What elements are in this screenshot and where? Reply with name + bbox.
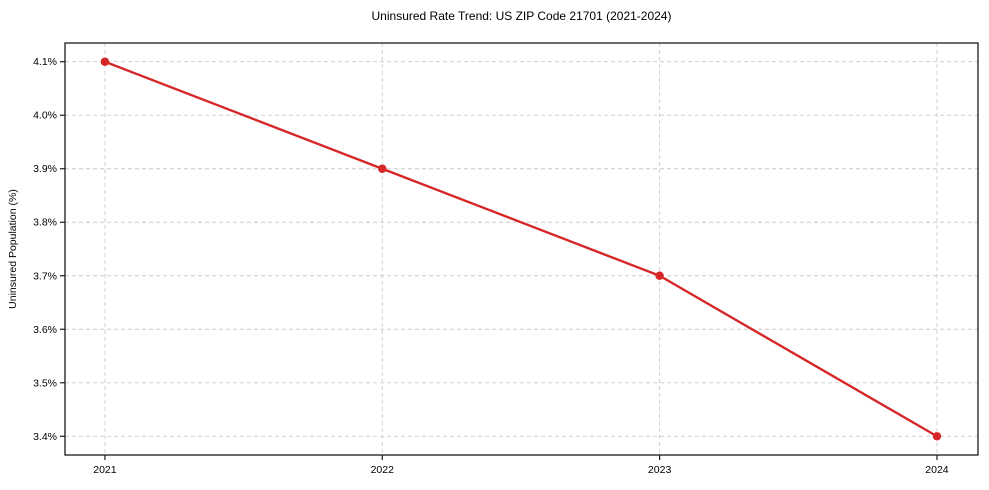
y-tick-label: 3.7% xyxy=(33,270,57,282)
y-tick-label: 3.8% xyxy=(33,217,57,229)
plot-background xyxy=(65,43,978,455)
y-tick-label: 4.0% xyxy=(33,110,57,122)
x-tick-label: 2021 xyxy=(93,464,117,476)
data-point-marker xyxy=(932,432,942,441)
plot-border xyxy=(64,42,979,456)
data-point-marker xyxy=(100,57,110,66)
trend-line xyxy=(103,60,939,438)
data-point-marker xyxy=(655,271,664,280)
y-tick-label: 4.1% xyxy=(33,56,57,68)
y-tick-label: 3.4% xyxy=(33,431,57,443)
x-tick-label: 2022 xyxy=(371,464,395,476)
chart-title: Uninsured Rate Trend: US ZIP Code 21701 … xyxy=(371,9,672,23)
y-tick-label: 3.5% xyxy=(33,377,57,389)
y-tick-label: 3.9% xyxy=(33,163,57,175)
x-tick-label: 2023 xyxy=(648,464,672,476)
data-point-marker xyxy=(378,164,387,173)
x-tick-label: 2024 xyxy=(925,464,949,476)
y-tick-label: 3.6% xyxy=(33,324,57,336)
